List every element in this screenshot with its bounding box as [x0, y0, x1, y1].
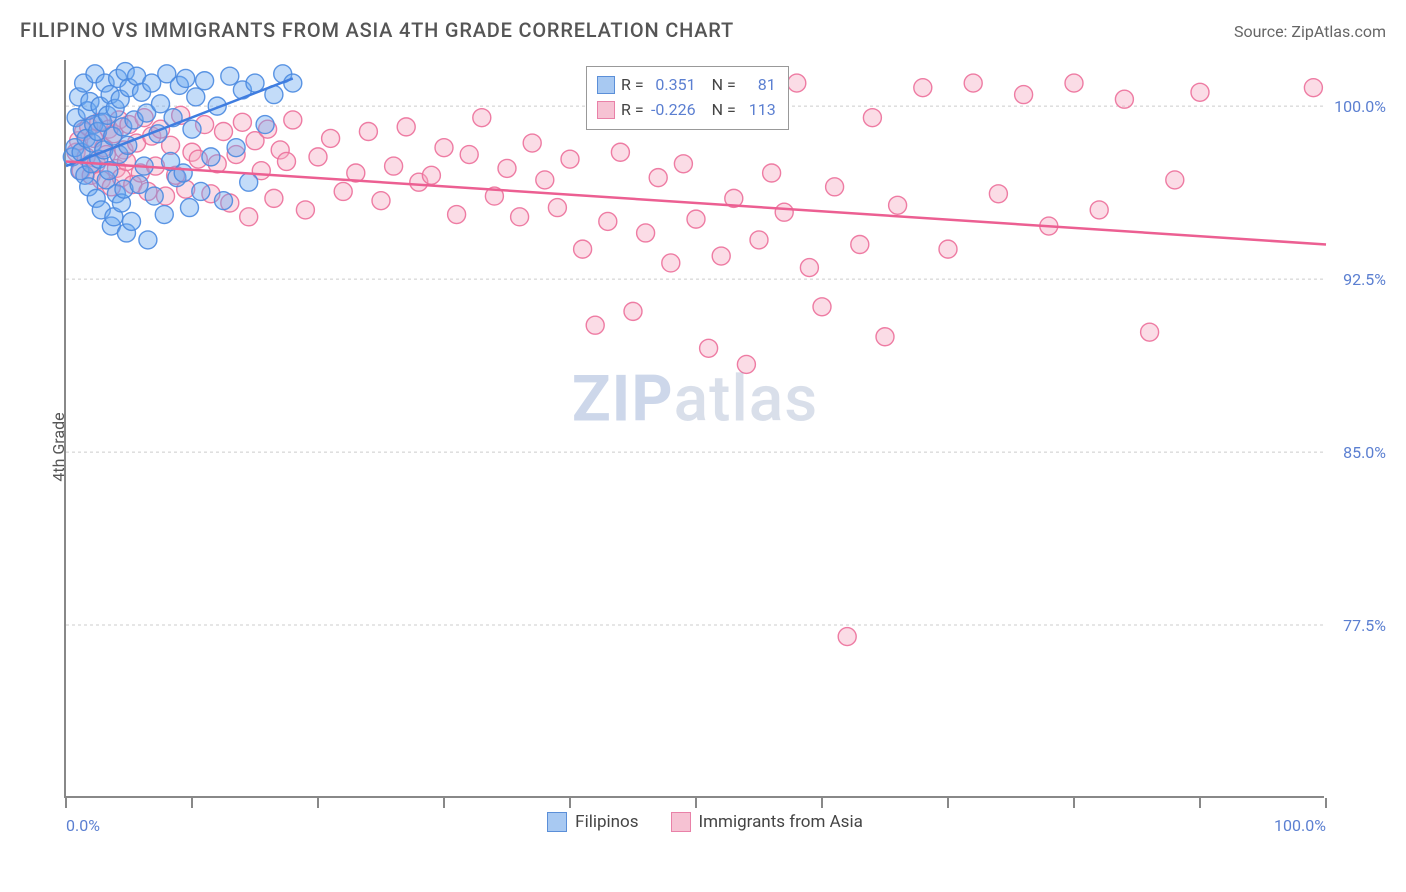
source-label: Source: ZipAtlas.com	[1234, 22, 1386, 41]
legend-item: Filipinos	[547, 812, 638, 832]
stats-n-label: N =	[712, 98, 736, 123]
y-tick-label: 92.5%	[1343, 270, 1386, 289]
chart-title: FILIPINO VS IMMIGRANTS FROM ASIA 4TH GRA…	[20, 18, 734, 42]
y-tick-label: 100.0%	[1334, 97, 1386, 116]
stats-r-label: R =	[621, 98, 644, 123]
chart-wrap: 4th Grade ZIPatlas R =0.351N =81R =-0.22…	[20, 52, 1390, 842]
stats-r-value: 0.351	[650, 73, 696, 98]
plot-area: ZIPatlas R =0.351N =81R =-0.226N =113 77…	[64, 60, 1324, 798]
stats-row: R = 0.351 N =81	[597, 73, 776, 98]
legend-label: Immigrants from Asia	[699, 812, 863, 832]
stats-swatch	[597, 101, 615, 119]
stats-r-label: R =	[621, 73, 644, 98]
stats-row: R = -0.226 N =113	[597, 98, 776, 123]
y-tick-label: 77.5%	[1343, 616, 1386, 635]
y-tick-label: 85.0%	[1343, 443, 1386, 462]
stats-n-value: 81	[742, 73, 776, 98]
plot-svg	[66, 60, 1324, 796]
stats-r-value: -0.226	[650, 98, 696, 123]
legend-item: Immigrants from Asia	[671, 812, 863, 832]
bottom-legend: Filipinos Immigrants from Asia	[20, 812, 1390, 832]
legend-swatch	[547, 812, 567, 832]
stats-box: R = 0.351 N =81 R = -0.226 N =113	[586, 66, 789, 130]
legend-swatch	[671, 812, 691, 832]
stats-swatch	[597, 76, 615, 94]
stats-n-label: N =	[712, 73, 736, 98]
legend-label: Filipinos	[575, 812, 638, 832]
header: FILIPINO VS IMMIGRANTS FROM ASIA 4TH GRA…	[0, 0, 1406, 52]
stats-n-value: 113	[742, 98, 776, 123]
